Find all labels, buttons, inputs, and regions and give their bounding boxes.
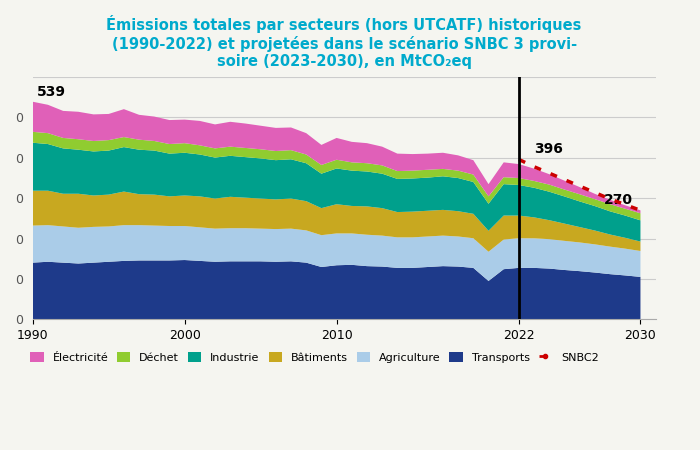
Text: 539: 539 (37, 85, 66, 99)
Title: Émissions totales par secteurs (hors UTCATF) historiques
(1990-2022) et projetée: Émissions totales par secteurs (hors UTC… (106, 15, 582, 69)
Text: 396: 396 (534, 142, 563, 156)
Legend: Électricité, Déchet, Industrie, Bâtiments, Agriculture, Transports, SNBC2: Électricité, Déchet, Industrie, Bâtiment… (26, 347, 603, 367)
Text: 270: 270 (604, 193, 633, 207)
